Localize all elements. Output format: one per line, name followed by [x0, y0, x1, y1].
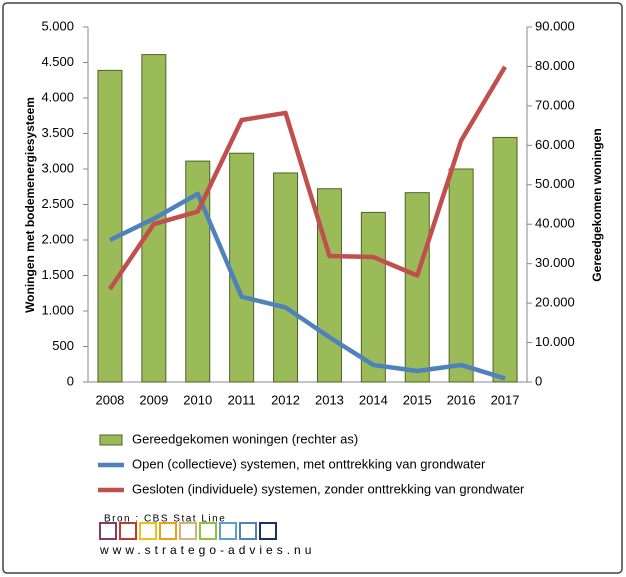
y-axis-title: Woningen met bodemenergiesysteem	[23, 97, 37, 313]
line	[108, 191, 506, 381]
url: www.stratego-advies.nu	[99, 543, 315, 557]
y-tick-label: 2.000	[41, 231, 74, 246]
bar	[229, 152, 255, 383]
x-tick-label: 2013	[315, 392, 344, 407]
bar	[360, 211, 386, 383]
y2-tick-label: 50.000	[535, 176, 575, 191]
y-tick-label: 5.000	[41, 18, 74, 33]
y2-tick-label: 70.000	[535, 97, 575, 112]
x-tick-label: 2016	[447, 392, 476, 407]
y2-tick-label: 80.000	[535, 58, 575, 73]
legend-label: Gereedgekomen woningen (rechter as)	[132, 431, 358, 446]
y2-tick-label: 40.000	[535, 216, 575, 231]
legend-swatch	[99, 434, 123, 446]
y2-tick-label: 10.000	[535, 334, 575, 349]
y2-tick-label: 90.000	[535, 18, 575, 33]
legend-label: Open (collectieve) systemen, met onttrek…	[132, 456, 486, 471]
y-tick-label: 1.000	[41, 302, 74, 317]
logo-boxes	[99, 522, 277, 540]
y2-axis-title: Gereedgekomen woningen	[590, 128, 604, 281]
x-tick-label: 2008	[95, 392, 124, 407]
y-tick-label: 4.500	[41, 54, 74, 69]
bar	[97, 69, 123, 383]
bar	[492, 136, 518, 383]
y2-tick-label: 0	[535, 373, 542, 388]
y-tick-label: 3.000	[41, 160, 74, 175]
x-tick-label: 2014	[359, 392, 388, 407]
x-tick-label: 2012	[271, 392, 300, 407]
y-tick-label: 3.500	[41, 125, 74, 140]
bar	[316, 188, 342, 383]
legend-label: Gesloten (individuele) systemen, zonder …	[132, 481, 525, 496]
x-tick-label: 2015	[403, 392, 432, 407]
line	[108, 65, 507, 291]
bar	[404, 192, 430, 383]
y-tick-label: 2.500	[41, 196, 74, 211]
bar	[448, 168, 474, 383]
source: Bron : CBS Stat Line	[104, 514, 226, 525]
y-tick-label: 0	[67, 373, 74, 388]
x-tick-label: 2010	[183, 392, 212, 407]
x-tick-label: 2011	[228, 392, 256, 407]
x-tick-label: 2017	[491, 392, 520, 407]
y2-tick-label: 60.000	[535, 137, 575, 152]
y2-tick-label: 30.000	[535, 255, 575, 270]
y-tick-label: 1.500	[41, 267, 74, 282]
x-tick-label: 2009	[139, 392, 168, 407]
y2-tick-label: 20.000	[535, 295, 575, 310]
bar	[273, 172, 299, 383]
y-tick-label: 500	[52, 338, 74, 353]
y-tick-label: 4.000	[41, 89, 74, 104]
